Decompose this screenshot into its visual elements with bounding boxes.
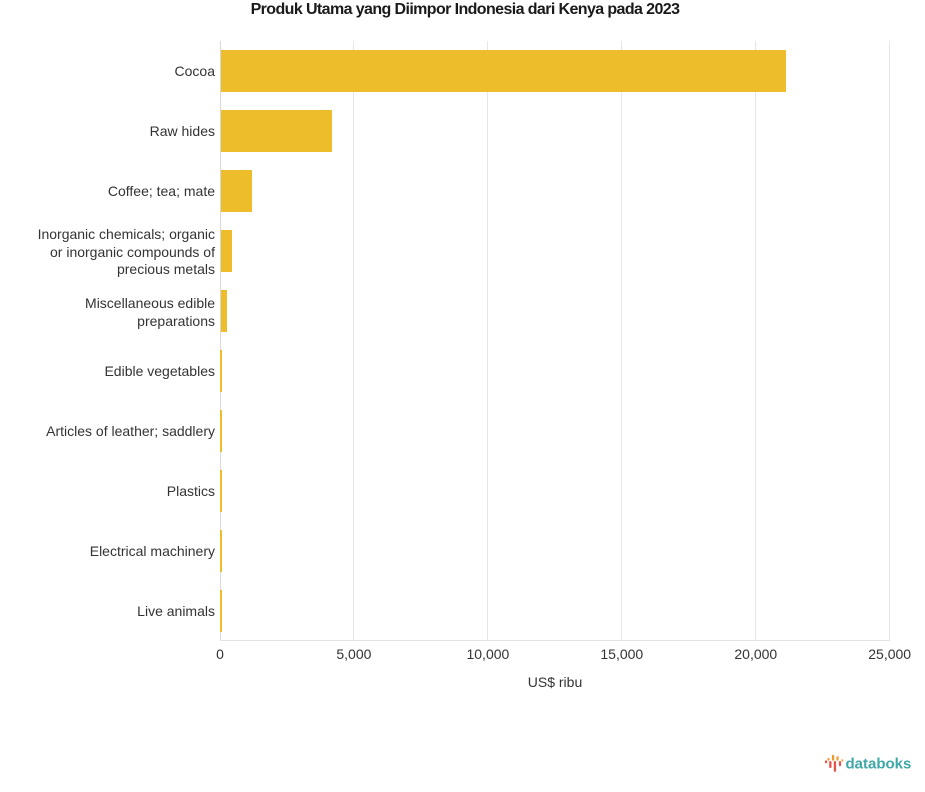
svg-text:databoks: databoks bbox=[846, 756, 912, 773]
